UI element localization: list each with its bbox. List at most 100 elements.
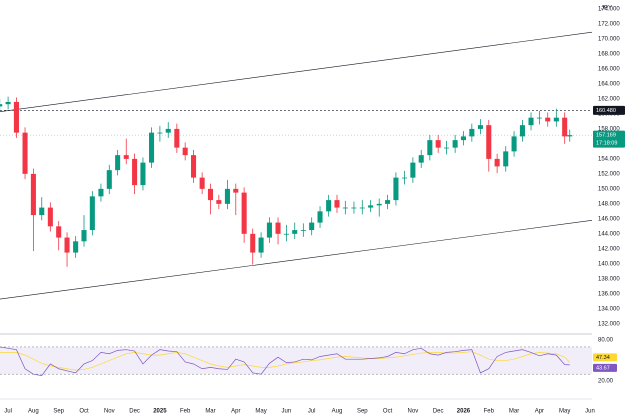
candle-body [402,177,408,179]
rsi-value-tag [593,363,617,372]
x-tick-label: Oct [79,409,89,415]
candle-body [342,207,348,209]
candle-body [115,155,121,171]
candle-body [283,233,289,235]
candle-body [536,117,542,119]
y-tick-label: 162.000 [598,97,620,103]
candle-body [207,188,214,201]
y-tick-label: 154.000 [598,156,620,162]
candle-body [393,177,399,201]
candle-body [140,162,146,186]
candle-body [326,200,332,212]
candle-body [359,207,365,209]
x-tick-label: Apr [231,409,240,415]
rsi-line [0,346,570,376]
y-tick-label: 158.000 [598,126,620,132]
y-tick-label: 142.000 [598,246,620,252]
candle-body [562,117,568,137]
y-tick-label: 172.000 [598,22,620,28]
candle-body [30,173,36,216]
x-tick-label: Jul [4,409,12,415]
candle-body [317,211,323,223]
candle-body [191,155,197,178]
y-tick-label: 146.000 [598,216,620,222]
x-tick-label: Jun [585,409,595,415]
candle-body [435,140,441,148]
candle-body [199,177,205,189]
candle-body [427,140,433,156]
candle-body [0,104,3,107]
candle-body [519,125,525,137]
rsi-value-label: 43.67 [596,365,610,371]
candle-body [300,230,306,231]
y-tick-label: 164.000 [598,82,620,88]
candle-body [444,147,450,149]
x-tick-label: Feb [180,409,191,415]
candle-body [81,230,87,242]
candle-body [334,200,340,208]
candle-body [266,222,272,238]
candle-body [123,155,129,159]
rsi-band [0,346,592,375]
candle-body [47,207,53,227]
x-tick-label: Apr [535,409,544,415]
y-tick-label: 170.000 [598,37,620,43]
candle-body [351,207,357,209]
candle-body [528,117,534,126]
candle-body [39,207,45,216]
y-tick-label: 132.000 [598,321,620,327]
candle-body [486,125,492,159]
candle-body [224,188,230,204]
candle-body [73,241,79,253]
candle-body [165,128,171,133]
countdown-label: 17:18:09 [596,141,617,147]
x-tick-label: Jun [282,409,292,415]
candle-body [545,117,551,122]
candle-body [494,158,500,167]
candle-body [13,101,19,133]
candle-body [410,162,416,178]
y-tick-label: 152.000 [598,171,620,177]
rsi-tick-label: 80.00 [598,338,614,344]
y-tick-label: 134.000 [598,306,620,312]
candle-body [241,192,247,234]
last-price-label: 157.169 [596,133,616,139]
x-tick-label: Mar [205,409,215,415]
candle-body [250,233,256,253]
y-tick-label: 150.000 [598,186,620,192]
candle-body [477,125,483,129]
x-tick-label: Aug [332,409,343,415]
y-tick-label: 136.000 [598,291,620,297]
y-tick-label: 174.000 [598,7,620,13]
candle-body [368,205,374,208]
candle-body [309,222,315,231]
trend-line [0,220,593,300]
x-tick-label: 2026 [457,409,471,415]
candle-body [157,132,163,134]
x-tick-label: May [559,409,570,415]
candle-body [56,226,62,238]
y-tick-label: 166.000 [598,67,620,73]
rsi-value-label: 47.34 [596,355,610,361]
candle-body [275,222,281,234]
y-tick-label: 140.000 [598,261,620,267]
candle-body [418,155,424,163]
candle-body [5,101,11,105]
y-tick-label: 144.000 [598,231,620,237]
x-tick-label: Feb [484,409,495,415]
price-tag [593,105,625,115]
candle-body [233,188,239,193]
x-tick-label: Sep [357,409,368,415]
x-tick-label: Jul [308,409,316,415]
x-tick-label: Nov [408,409,419,415]
price-tag-label: 160.480 [596,108,616,114]
y-tick-label: 148.000 [598,201,620,207]
candle-body [292,230,298,234]
candle-body [89,196,95,231]
candle-body [469,128,475,137]
x-tick-label: Oct [383,409,393,415]
candle-body [132,158,138,186]
rsi-value-tag [593,353,617,362]
candle-body [511,136,517,152]
